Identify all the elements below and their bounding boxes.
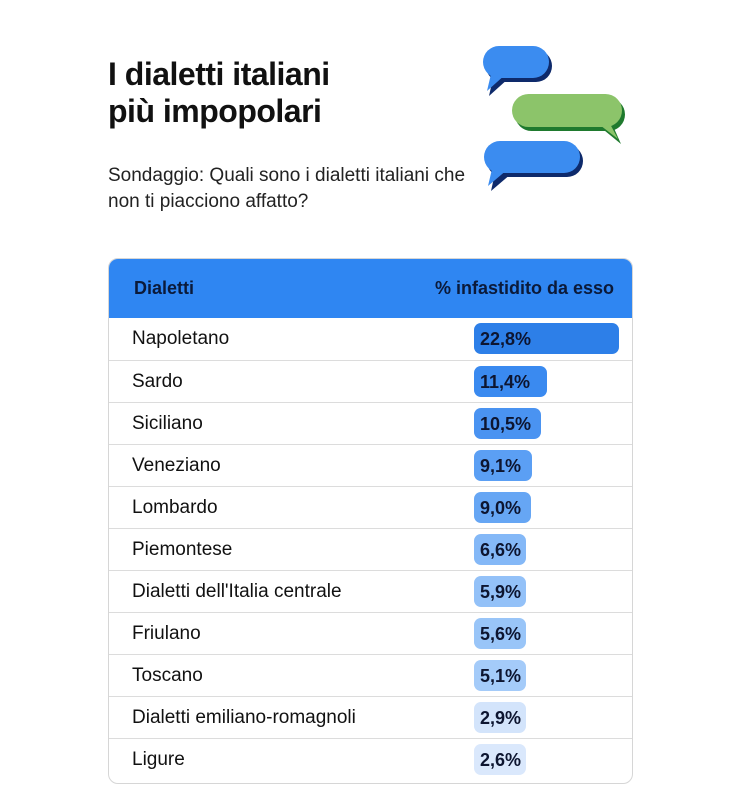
dialect-name: Friulano: [132, 623, 201, 644]
table-row: Ligure 2,6%: [109, 738, 632, 780]
dialect-name: Veneziano: [132, 455, 221, 476]
table-row: Napoletano 22,8%: [109, 318, 632, 360]
value-label: 10,5%: [480, 414, 532, 434]
value-bar: [474, 450, 532, 481]
dialect-name: Dialetti emiliano-romagnoli: [132, 707, 356, 728]
value-bar: [474, 618, 526, 649]
value-bar: [474, 323, 619, 354]
table-header: Dialetti % infastidito da esso: [109, 259, 632, 318]
table-row: Siciliano 10,5%: [109, 402, 632, 444]
page-title: I dialetti italiani più impopolari: [108, 56, 330, 130]
chat-bubble-green: [512, 94, 625, 144]
dialect-name: Lombardo: [132, 497, 218, 518]
table-row: Dialetti emiliano-romagnoli 2,9%: [109, 696, 632, 738]
dialects-table: Dialetti % infastidito da esso Napoletan…: [108, 258, 633, 784]
dialect-name: Sardo: [132, 371, 183, 392]
value-bar: [474, 408, 541, 439]
chat-bubbles-icon: [475, 38, 635, 198]
table-row: Veneziano 9,1%: [109, 444, 632, 486]
table-body: Napoletano 22,8% Sardo 11,4% Siciliano 10,5% V…: [109, 318, 632, 780]
table-row: Friulano 5,6%: [109, 612, 632, 654]
value-bar: [474, 576, 526, 607]
value-label: 9,0%: [480, 498, 522, 518]
value-label: 2,6%: [480, 750, 522, 770]
value-label: 5,1%: [480, 666, 522, 686]
value-label: 2,9%: [480, 708, 522, 728]
value-label: 5,9%: [480, 582, 522, 602]
dialect-name: Piemontese: [132, 539, 233, 560]
table-row: Sardo 11,4%: [109, 360, 632, 402]
value-bar: [474, 492, 532, 523]
value-bar: [474, 366, 547, 397]
table-row: Toscano 5,1%: [109, 654, 632, 696]
chat-bubble-blue-bottom: [484, 141, 583, 191]
column-header-dialects: Dialetti: [134, 278, 195, 298]
table-row: Lombardo 9,0%: [109, 486, 632, 528]
value-label: 22,8%: [480, 329, 532, 349]
value-bar: [474, 660, 526, 691]
value-label: 9,1%: [480, 456, 522, 476]
value-bar: [474, 744, 526, 775]
table-row: Piemontese 6,6%: [109, 528, 632, 570]
value-bar: [474, 534, 526, 565]
dialect-name: Siciliano: [132, 413, 203, 434]
title-line-1: I dialetti italiani: [108, 56, 330, 92]
value-label: 5,6%: [480, 624, 522, 644]
title-line-2: più impopolari: [108, 93, 322, 129]
value-label: 6,6%: [480, 540, 522, 560]
chat-bubble-blue-top: [483, 46, 552, 96]
column-header-percent: % infastidito da esso: [434, 278, 614, 298]
dialect-name: Toscano: [132, 665, 203, 686]
dialect-name: Napoletano: [132, 328, 230, 349]
dialect-name: Ligure: [132, 749, 185, 770]
dialect-name: Dialetti dell'Italia centrale: [132, 581, 342, 602]
value-label: 11,4%: [480, 372, 531, 392]
page-subtitle: Sondaggio: Quali sono i dialetti italian…: [108, 165, 466, 212]
value-bar: [474, 702, 526, 733]
table-row: Dialetti dell'Italia centrale 5,9%: [109, 570, 632, 612]
